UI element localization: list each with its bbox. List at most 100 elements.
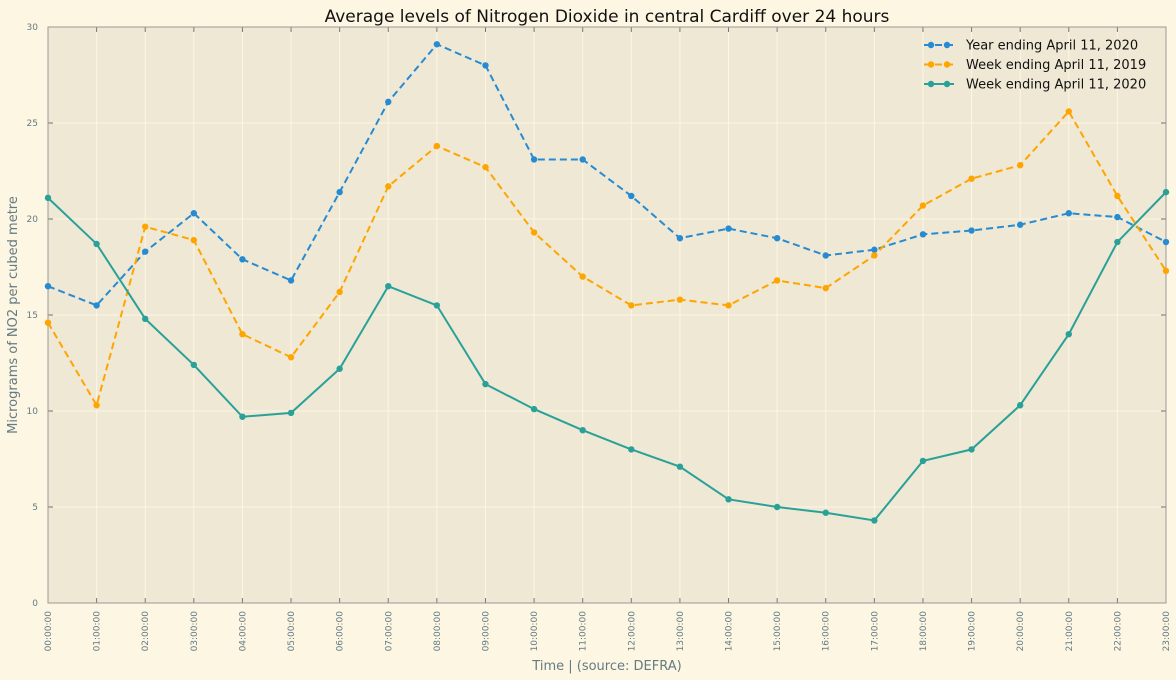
data-point: [1016, 162, 1024, 169]
y-tick-label: 10: [27, 407, 39, 417]
data-point: [1114, 238, 1121, 246]
data-point: [676, 235, 684, 242]
chart-title: Average levels of Nitrogen Dioxide in ce…: [325, 7, 890, 27]
x-tick-label: 16:00:00: [822, 611, 832, 652]
data-point: [871, 252, 878, 259]
data-point: [1065, 331, 1072, 338]
data-point: [968, 175, 975, 182]
data-point: [142, 248, 149, 255]
x-tick-label: 19:00:00: [968, 611, 978, 652]
x-tick-label: 02:00:00: [141, 611, 151, 652]
data-point: [482, 62, 489, 69]
data-point: [1162, 238, 1170, 246]
data-point: [142, 315, 149, 323]
data-point: [336, 188, 343, 196]
data-point: [336, 365, 343, 372]
x-tick-label: 22:00:00: [1113, 611, 1123, 652]
series-line: [47, 191, 1167, 522]
data-point: [822, 252, 829, 259]
data-point: [1065, 210, 1072, 217]
legend-label: Week ending April 11, 2020: [966, 78, 1146, 93]
x-tick-label: 06:00:00: [336, 611, 346, 652]
x-tick-label: 01:00:00: [93, 611, 103, 652]
x-tick-label: 15:00:00: [773, 611, 783, 652]
series-2: [44, 108, 1170, 409]
data-point: [773, 503, 781, 511]
x-tick-label: 08:00:00: [433, 611, 443, 652]
legend-entry: Week ending April 11, 2019: [924, 58, 1146, 73]
data-point: [44, 194, 52, 202]
data-point: [579, 427, 586, 434]
data-point: [579, 273, 586, 280]
data-point: [773, 277, 781, 284]
data-point: [142, 223, 149, 230]
data-point: [433, 302, 441, 309]
data-point: [482, 380, 489, 388]
data-point: [239, 413, 246, 420]
data-point: [822, 284, 829, 292]
data-point: [871, 246, 878, 253]
x-tick-label: 10:00:00: [530, 611, 540, 652]
data-point: [530, 229, 538, 236]
x-tick-label: 12:00:00: [627, 611, 637, 652]
x-tick-label: 17:00:00: [870, 611, 880, 652]
x-tick-label: 23:00:00: [1162, 611, 1172, 652]
data-point: [579, 156, 586, 163]
data-point: [530, 156, 538, 163]
series-1: [44, 41, 1170, 309]
data-point: [93, 240, 100, 248]
data-point: [919, 231, 927, 238]
data-point: [190, 236, 198, 244]
legend-marker: [943, 61, 951, 68]
y-tick-label: 0: [32, 599, 38, 609]
legend-marker: [927, 80, 935, 88]
x-tick-label: 11:00:00: [579, 611, 589, 652]
data-point: [287, 277, 295, 284]
data-point: [239, 256, 246, 263]
data-point: [385, 98, 392, 106]
series-layer: [44, 41, 1170, 524]
data-point: [725, 302, 732, 309]
data-point: [190, 210, 198, 217]
data-point: [44, 319, 52, 326]
data-point: [968, 227, 975, 234]
data-point: [287, 354, 295, 361]
data-point: [385, 283, 392, 290]
data-point: [1162, 188, 1170, 196]
plot-frame: [47, 26, 1167, 604]
data-point: [725, 496, 732, 503]
data-point: [239, 331, 246, 338]
data-point: [433, 142, 441, 150]
data-point: [482, 163, 489, 171]
data-point: [968, 446, 975, 453]
data-point: [93, 402, 100, 409]
data-point: [676, 296, 684, 303]
data-point: [287, 409, 295, 417]
series-line: [47, 43, 1167, 307]
legend-marker: [927, 61, 935, 68]
x-tick-label: 04:00:00: [238, 611, 248, 652]
legend-marker: [943, 41, 951, 49]
data-point: [1114, 213, 1121, 221]
legend-marker: [927, 41, 935, 49]
y-tick-label: 5: [32, 503, 38, 513]
axes: 0 5 10 15 20 25 30 00:00:00 01:00:00 02:00:00 03:0…: [27, 23, 1172, 651]
x-tick-label: 00:00:00: [44, 611, 54, 652]
data-point: [530, 405, 538, 413]
legend: Year ending April 11, 2020 Week ending Ap…: [924, 39, 1146, 93]
data-point: [822, 509, 829, 516]
data-point: [336, 288, 343, 296]
data-point: [725, 225, 732, 232]
data-point: [919, 202, 927, 209]
x-axis-label: Time | (source: DEFRA): [531, 659, 681, 674]
legend-label: Week ending April 11, 2019: [966, 58, 1146, 73]
x-tick-label: 18:00:00: [919, 611, 929, 652]
y-tick-label: 15: [27, 311, 38, 321]
data-point: [385, 183, 392, 190]
data-point: [1114, 192, 1121, 200]
x-tick-label: 05:00:00: [287, 611, 297, 652]
x-tick-label: 21:00:00: [1065, 611, 1075, 652]
data-point: [1016, 402, 1024, 409]
data-point: [871, 517, 878, 524]
